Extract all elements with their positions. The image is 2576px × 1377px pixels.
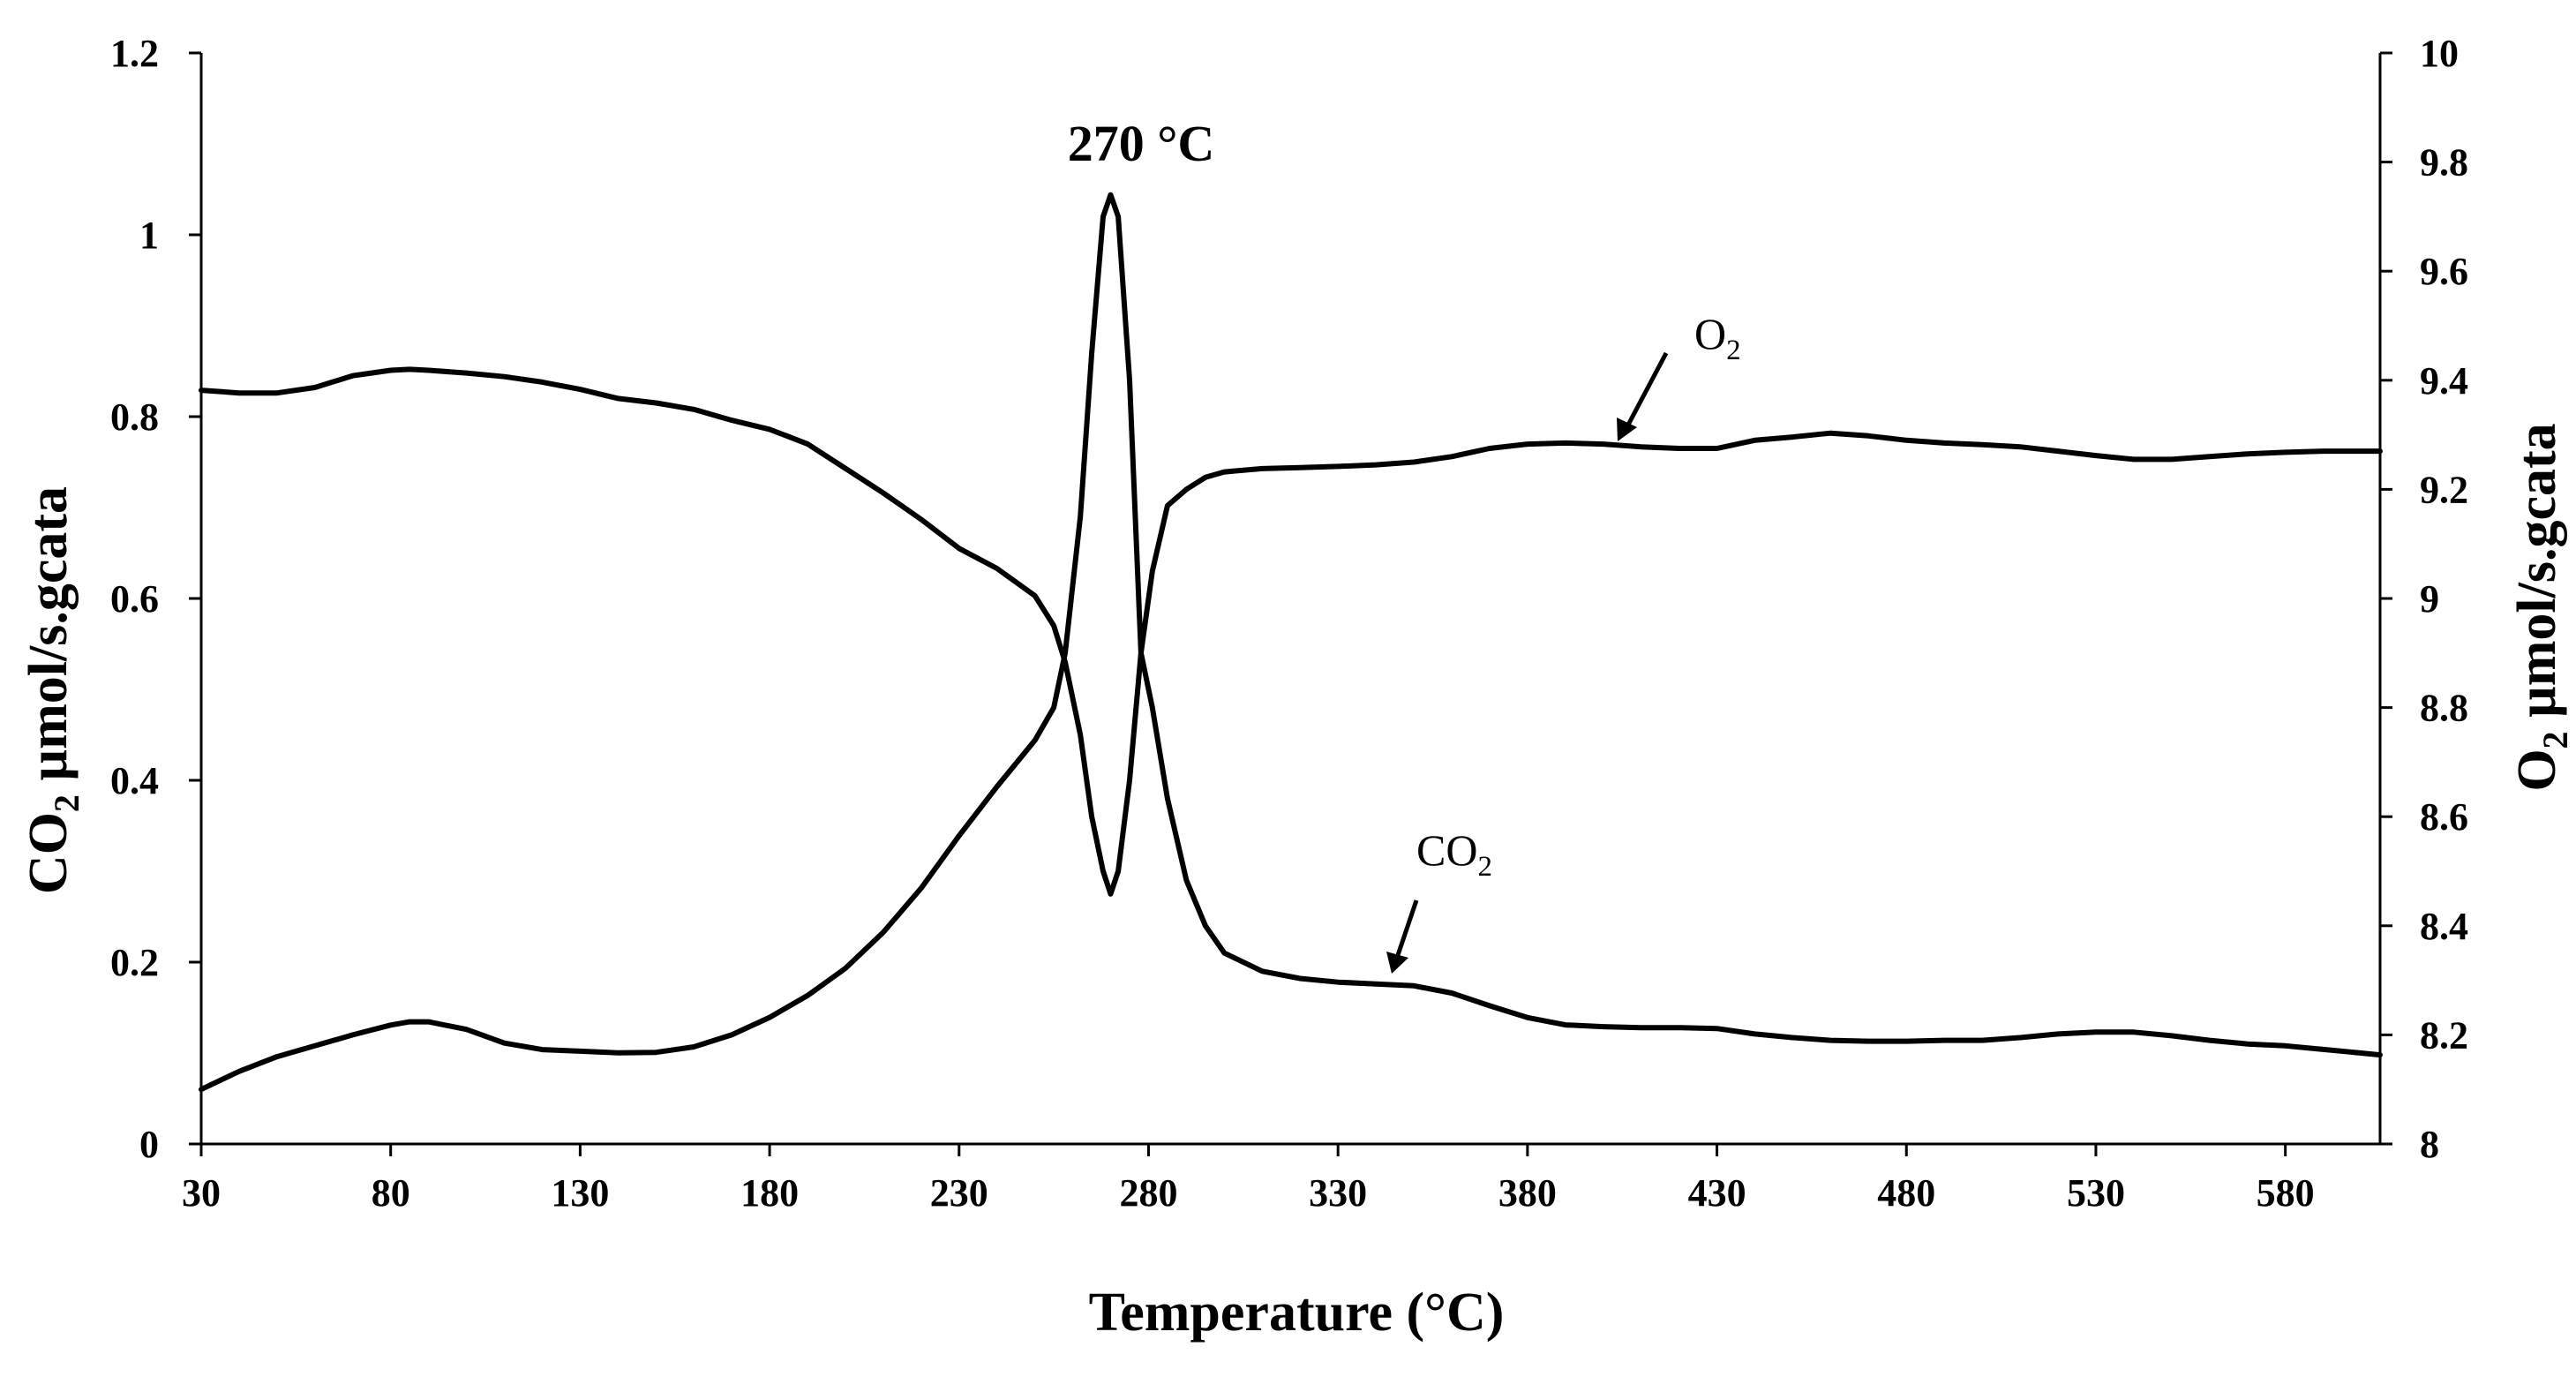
series-label-o2: O2 — [1694, 309, 1741, 366]
y-left-axis-title: CO2 µmol/s.gcata — [19, 486, 86, 894]
y-left-tick-label: 1.2 — [110, 32, 159, 75]
x-tick-label: 330 — [1309, 1171, 1367, 1215]
y-left-title-rest: µmol/s.gcata — [19, 486, 79, 794]
series-label-co2-main: CO — [1416, 825, 1477, 875]
x-axis-title: Temperature (°C) — [1089, 1283, 1505, 1343]
y-right-tick-label: 9.8 — [2420, 141, 2468, 184]
y-left-tick-label: 1 — [139, 214, 159, 257]
y-right-title-main: O — [2507, 749, 2567, 791]
x-tick-label: 480 — [1877, 1171, 1935, 1215]
y-left-tick-label: 0.4 — [110, 759, 159, 802]
series-label-o2-sub: 2 — [1726, 335, 1741, 366]
y-left-tick-label: 0.8 — [110, 395, 159, 439]
series-label-o2-main: O — [1694, 309, 1726, 358]
arrow-o2-head — [1617, 418, 1637, 441]
series-label-co2: CO2 — [1416, 825, 1492, 883]
series-label-co2-sub: 2 — [1477, 851, 1492, 883]
y-right-title-rest: µmol/s.gcata — [2507, 423, 2567, 731]
x-tick-label: 30 — [182, 1171, 221, 1215]
x-tick-label: 580 — [2257, 1171, 2315, 1215]
x-tick-label: 380 — [1498, 1171, 1557, 1215]
peak-annotation: 270 °C — [1068, 115, 1215, 172]
y-left-title-sub: 2 — [47, 794, 86, 812]
y-left-title-main: CO — [19, 812, 79, 894]
x-tick-label: 80 — [372, 1171, 410, 1215]
y-right-tick-label: 8.2 — [2420, 1013, 2468, 1057]
x-tick-label: 530 — [2067, 1171, 2125, 1215]
arrow-co2-head — [1386, 952, 1408, 974]
y-right-tick-label: 9.2 — [2420, 468, 2468, 511]
series-line-o2 — [199, 192, 2383, 1093]
x-tick-label: 180 — [740, 1171, 799, 1215]
axes-group: 30 80 130 180 230 280 330 380 430 480 530 580 0 0.2 0.… — [110, 32, 2468, 1215]
y-right-tick-label: 8.8 — [2420, 687, 2468, 730]
y-right-tick-label: 9 — [2420, 577, 2439, 621]
y-right-tick-label: 8 — [2420, 1123, 2439, 1166]
series-line-co2 — [199, 366, 2383, 1058]
x-tick-label: 280 — [1119, 1171, 1177, 1215]
y-right-tick-label: 10 — [2420, 32, 2459, 75]
y-right-tick-label: 8.4 — [2420, 905, 2468, 948]
y-left-tick-label: 0.2 — [110, 941, 159, 984]
arrow-o2-line — [1624, 351, 1669, 430]
series-group — [199, 192, 2383, 1093]
x-tick-label: 430 — [1688, 1171, 1746, 1215]
y-left-tick-label: 0 — [139, 1123, 159, 1166]
y-right-axis-title: O2 µmol/s.gcata — [2507, 423, 2575, 791]
y-right-tick-label: 8.6 — [2420, 795, 2468, 839]
x-tick-label: 130 — [551, 1171, 609, 1215]
y-left-tick-label: 0.6 — [110, 577, 159, 621]
arrow-co2-line — [1394, 899, 1419, 959]
y-right-tick-label: 9.6 — [2420, 250, 2468, 293]
x-tick-label: 230 — [930, 1171, 988, 1215]
y-right-title-sub: 2 — [2535, 731, 2575, 749]
y-right-tick-label: 9.4 — [2420, 359, 2468, 403]
